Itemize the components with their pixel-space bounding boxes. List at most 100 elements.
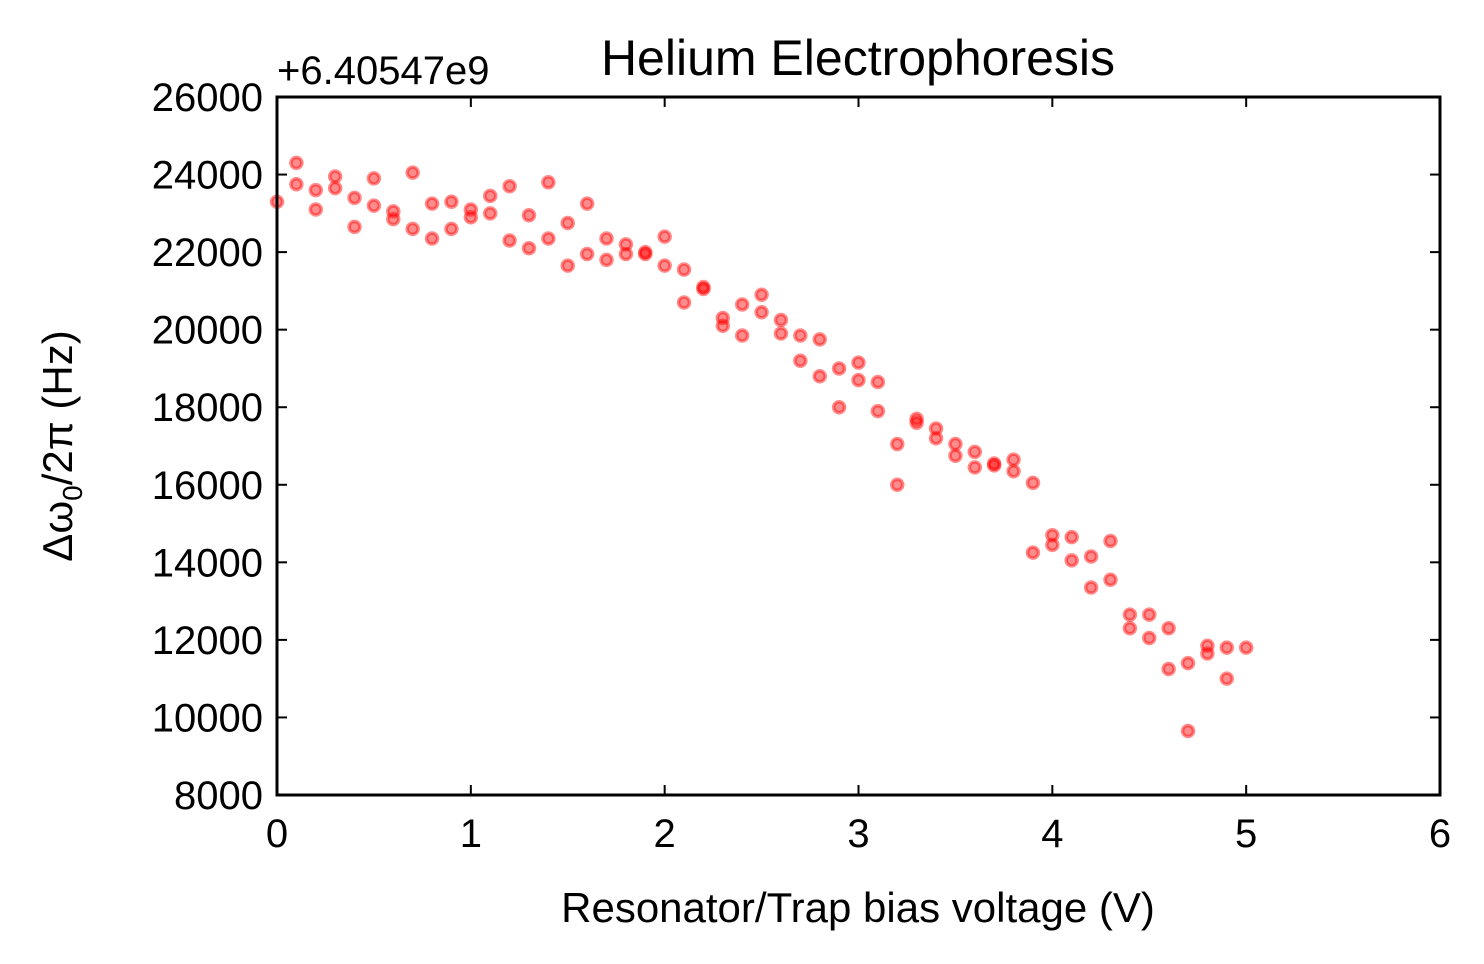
data-point <box>482 188 498 204</box>
y-tick-label: 18000 <box>152 386 263 430</box>
data-point <box>463 209 479 225</box>
data-point <box>1083 580 1099 595</box>
y-tick-label: 26000 <box>152 76 263 120</box>
data-point <box>327 169 343 184</box>
data-point <box>502 233 517 248</box>
data-point <box>1161 621 1176 636</box>
data-point <box>1064 553 1079 568</box>
data-point <box>870 403 886 419</box>
data-point <box>424 231 440 246</box>
data-point <box>734 297 750 312</box>
data-point <box>909 411 924 427</box>
data-point <box>676 262 692 277</box>
axis-ticks: 0 1 2 3 4 5 6 8000 10000 12000 14000 16000 18000 2000… <box>152 76 1451 856</box>
data-point <box>1083 549 1099 564</box>
data-point <box>1006 463 1021 479</box>
data-point <box>638 244 653 260</box>
data-point <box>1238 640 1254 655</box>
data-point <box>1219 671 1235 686</box>
x-axis-label: Resonator/Trap bias voltage (V) <box>561 884 1155 931</box>
data-point <box>890 436 905 452</box>
data-point <box>1064 529 1079 545</box>
data-point <box>793 353 808 368</box>
data-point <box>948 448 963 463</box>
data-point <box>386 211 401 227</box>
data-point <box>1219 640 1235 655</box>
data-point <box>1025 545 1041 560</box>
data-point <box>773 326 789 341</box>
data-point <box>1122 621 1138 636</box>
y-tick-label: 10000 <box>152 696 263 740</box>
data-point <box>1142 607 1157 622</box>
data-point <box>1180 655 1196 671</box>
data-point <box>696 281 711 297</box>
data-point <box>560 215 575 231</box>
data-point <box>347 190 362 206</box>
data-point <box>405 165 420 180</box>
data-point <box>754 287 769 303</box>
y-tick-label: 24000 <box>152 154 263 198</box>
data-point <box>812 332 827 347</box>
data-point <box>1142 630 1157 646</box>
data-point <box>521 240 537 256</box>
data-point <box>444 221 459 237</box>
data-point <box>1103 572 1118 588</box>
data-point <box>308 202 324 217</box>
y-tick-label: 16000 <box>152 464 263 508</box>
x-tick-label: 6 <box>1429 812 1451 856</box>
data-point <box>1006 452 1021 467</box>
data-point <box>1200 638 1215 653</box>
data-point <box>657 229 672 244</box>
chart-title: Helium Electrophoresis <box>601 30 1115 86</box>
data-point <box>676 295 692 310</box>
data-point <box>657 258 672 273</box>
x-tick-label: 1 <box>460 812 482 856</box>
data-point <box>851 372 866 388</box>
data-point <box>560 258 575 273</box>
x-tick-label: 3 <box>847 812 869 856</box>
data-point <box>463 202 479 217</box>
data-point <box>424 196 440 211</box>
data-point <box>405 221 420 237</box>
data-point <box>812 368 827 384</box>
y-tick-label: 14000 <box>152 541 263 585</box>
data-point <box>347 219 362 235</box>
data-point <box>386 204 401 219</box>
data-point <box>579 196 595 211</box>
data-point <box>366 171 382 186</box>
y-tick-label: 8000 <box>174 774 263 818</box>
data-point <box>793 328 808 343</box>
y-tick-label: 12000 <box>152 619 263 663</box>
y-offset-label: +6.40547e9 <box>277 49 489 93</box>
data-point <box>1045 537 1060 553</box>
data-point <box>289 177 304 192</box>
data-point <box>638 246 653 262</box>
y-axis-label-part: /2π (Hz) <box>34 330 81 485</box>
data-point <box>1025 475 1041 491</box>
data-point <box>986 458 1002 473</box>
data-point <box>909 415 924 430</box>
data-point <box>715 310 731 326</box>
data-point <box>366 198 382 213</box>
data-point <box>831 361 847 376</box>
x-tick-label: 4 <box>1041 812 1063 856</box>
data-point <box>948 436 963 452</box>
y-tick-label: 20000 <box>152 309 263 353</box>
data-point <box>327 180 343 196</box>
data-point <box>521 208 537 223</box>
x-tick-label: 5 <box>1235 812 1257 856</box>
data-point <box>308 182 324 198</box>
data-points <box>269 155 1254 739</box>
y-tick-label: 22000 <box>152 231 263 275</box>
data-point <box>541 175 556 190</box>
data-point <box>1161 661 1176 677</box>
data-point <box>579 246 595 262</box>
x-tick-label: 0 <box>266 812 288 856</box>
data-point <box>1103 533 1118 549</box>
data-point <box>928 421 944 436</box>
data-point <box>289 155 304 171</box>
data-point <box>482 206 498 221</box>
data-point <box>734 328 750 343</box>
data-point <box>618 246 634 262</box>
y-axis-label-part: Δω <box>34 501 81 562</box>
